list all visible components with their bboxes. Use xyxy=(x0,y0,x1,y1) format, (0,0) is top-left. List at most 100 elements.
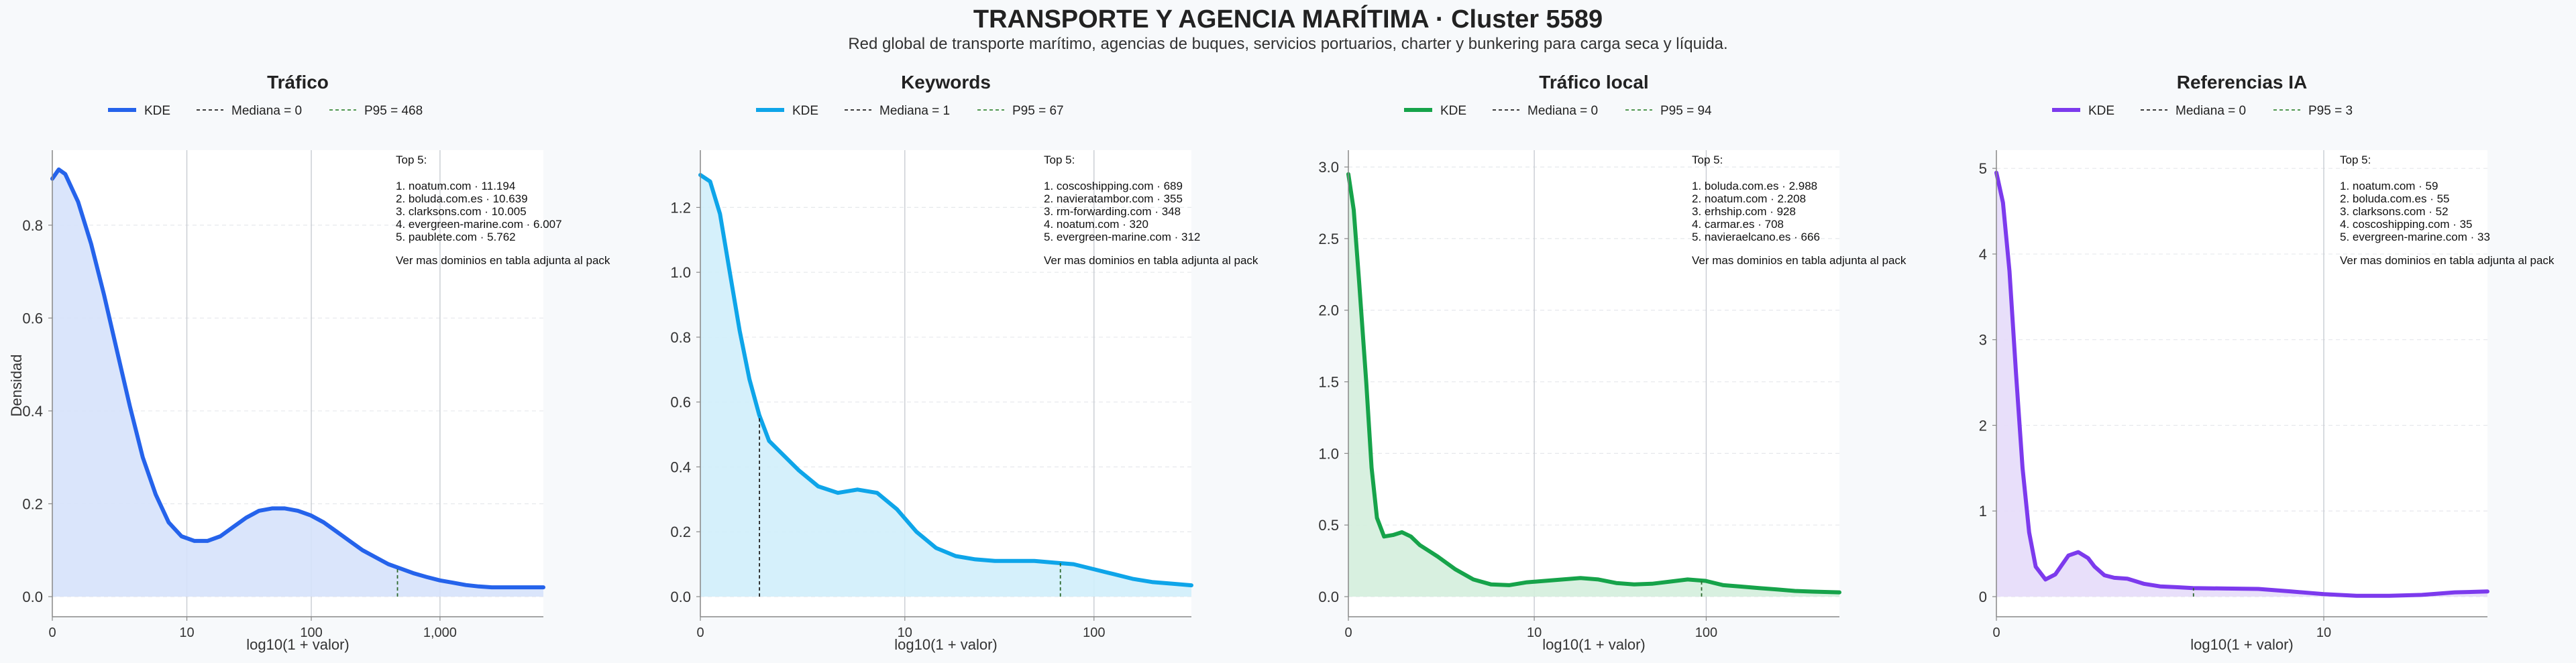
top5-footer: Ver mas dominios en tabla adjunta al pac… xyxy=(396,254,610,267)
top5-entry: 1. coscoshipping.com · 689 xyxy=(1044,180,1183,192)
y-tick-label: 1.0 xyxy=(1318,445,1339,462)
y-tick-label: 0.6 xyxy=(22,310,43,326)
x-axis-label: log10(1 + valor) xyxy=(246,636,349,653)
legend-median-label: Mediana = 0 xyxy=(1527,104,1598,118)
x-tick-label: 100 xyxy=(1083,625,1105,640)
legend-p95-label: P95 = 3 xyxy=(2308,104,2353,118)
y-tick-label: 0.6 xyxy=(670,394,691,411)
y-tick-label: 3 xyxy=(1979,332,1987,349)
x-tick-label: 100 xyxy=(300,625,322,640)
x-axis-label: log10(1 + valor) xyxy=(894,636,997,653)
x-tick-label: 1,000 xyxy=(423,625,457,640)
chart-title: Tráfico xyxy=(267,72,329,93)
top5-entry: 3. clarksons.com · 10.005 xyxy=(396,205,527,218)
top5-header: Top 5: xyxy=(2340,154,2371,166)
kde-line xyxy=(698,173,1193,588)
y-axis-label: Densidad xyxy=(8,355,25,417)
top5-entry: 2. noatum.com · 2.208 xyxy=(1692,192,1806,205)
x-tick-label: 0 xyxy=(696,625,704,640)
top5-entry: 5. evergreen-marine.com · 33 xyxy=(2340,231,2490,243)
x-tick-label: 0 xyxy=(1992,625,2000,640)
top5-entry: 2. boluda.com.es · 10.639 xyxy=(396,192,528,205)
y-tick-label: 1 xyxy=(1979,503,1987,520)
legend-p95-label: P95 = 94 xyxy=(1660,104,1712,118)
y-tick-label: 1.0 xyxy=(670,264,691,281)
legend-kde-label: KDE xyxy=(792,104,818,118)
top5-footer: Ver mas dominios en tabla adjunta al pac… xyxy=(1044,254,1258,267)
top5-entry: 3. erhship.com · 928 xyxy=(1692,205,1796,218)
y-tick-label: 2.5 xyxy=(1318,231,1339,247)
y-tick-label: 0.8 xyxy=(22,217,43,234)
kde-line xyxy=(50,167,545,590)
top5-footer: Ver mas dominios en tabla adjunta al pac… xyxy=(2340,254,2555,267)
legend-p95-label: P95 = 468 xyxy=(364,104,423,118)
x-tick-label: 0 xyxy=(1344,625,1352,640)
top5-entry: 2. navieratambor.com · 355 xyxy=(1044,192,1183,205)
plot-area xyxy=(1996,150,2487,617)
top5-entry: 4. noatum.com · 320 xyxy=(1044,218,1148,231)
chart-panel-2: 0.0 0.2 0.4 0.6 0.8 1.0 1.2 0 10 100 log10(1 + val… xyxy=(670,72,1258,653)
y-tick-label: 0.0 xyxy=(670,589,691,605)
legend-p95-label: P95 = 67 xyxy=(1012,104,1064,118)
x-tick-label: 10 xyxy=(2316,625,2331,640)
y-tick-label: 0.0 xyxy=(22,589,43,605)
top5-header: Top 5: xyxy=(1044,154,1075,166)
x-axis-label: log10(1 + valor) xyxy=(1542,636,1645,653)
chart-title: Referencias IA xyxy=(2177,72,2308,93)
chart-title: Tráfico local xyxy=(1539,72,1648,93)
top5-entry: 4. carmar.es · 708 xyxy=(1692,218,1784,231)
page-subtitle: Red global de transporte marítimo, agenc… xyxy=(848,35,1728,53)
legend-median-label: Mediana = 1 xyxy=(879,104,950,118)
top5-entry: 1. noatum.com · 59 xyxy=(2340,180,2438,192)
top5-entry: 5. evergreen-marine.com · 312 xyxy=(1044,231,1200,243)
chart-title: Keywords xyxy=(901,72,991,93)
kde-line xyxy=(1994,170,2489,598)
top5-header: Top 5: xyxy=(1692,154,1723,166)
y-tick-label: 0.0 xyxy=(1318,589,1339,605)
top5-entry: 1. boluda.com.es · 2.988 xyxy=(1692,180,1817,192)
y-tick-label: 0 xyxy=(1979,589,1987,605)
y-tick-label: 0.8 xyxy=(670,329,691,346)
y-tick-label: 0.2 xyxy=(22,495,43,512)
x-axis-label: log10(1 + valor) xyxy=(2190,636,2293,653)
y-tick-label: 3.0 xyxy=(1318,159,1339,176)
legend-median-label: Mediana = 0 xyxy=(2176,104,2246,118)
y-tick-label: 0.4 xyxy=(670,459,691,475)
kde-area xyxy=(700,175,1191,597)
legend-kde-label: KDE xyxy=(2088,104,2114,118)
y-tick-label: 0.5 xyxy=(1318,517,1339,534)
y-tick-label: 2 xyxy=(1979,417,1987,434)
x-tick-label: 10 xyxy=(898,625,912,640)
top5-entry: 1. noatum.com · 11.194 xyxy=(396,180,515,192)
kde-area xyxy=(1348,174,1839,597)
y-tick-label: 4 xyxy=(1979,246,1987,263)
legend-kde-label: KDE xyxy=(144,104,170,118)
plot-area xyxy=(1348,150,1839,617)
kde-line xyxy=(1346,172,1841,595)
top5-header: Top 5: xyxy=(396,154,427,166)
y-tick-label: 2.0 xyxy=(1318,302,1339,319)
top5-entry: 4. evergreen-marine.com · 6.007 xyxy=(396,218,562,231)
y-tick-label: 5 xyxy=(1979,160,1987,177)
x-tick-label: 10 xyxy=(179,625,194,640)
chart-panel-4: 0 1 2 3 4 5 0 10 log10(1 + valor) Referencias IA K… xyxy=(1979,72,2555,653)
y-tick-label: 0.2 xyxy=(670,524,691,540)
chart-panel-1: 0.0 0.2 0.4 0.6 0.8 0 10 100 1,000 log10(1 + valo… xyxy=(8,72,610,653)
top5-entry: 5. navieraelcano.es · 666 xyxy=(1692,231,1820,243)
top5-entry: 2. boluda.com.es · 55 xyxy=(2340,192,2449,205)
top5-entry: 3. clarksons.com · 52 xyxy=(2340,205,2449,218)
top5-entry: 3. rm-forwarding.com · 348 xyxy=(1044,205,1181,218)
page-title: TRANSPORTE Y AGENCIA MARÍTIMA · Cluster … xyxy=(973,5,1603,34)
x-tick-label: 0 xyxy=(48,625,56,640)
top5-entry: 4. coscoshipping.com · 35 xyxy=(2340,218,2473,231)
y-tick-label: 0.4 xyxy=(22,403,43,420)
y-tick-label: 1.2 xyxy=(670,199,691,216)
legend-kde-label: KDE xyxy=(1440,104,1466,118)
top5-entry: 5. paublete.com · 5.762 xyxy=(396,231,516,243)
legend-median-label: Mediana = 0 xyxy=(231,104,302,118)
chart-panel-3: 0.0 0.5 1.0 1.5 2.0 2.5 3.0 0 10 100 log10(1 + val… xyxy=(1318,72,1907,653)
top5-footer: Ver mas dominios en tabla adjunta al pac… xyxy=(1692,254,1907,267)
x-tick-label: 100 xyxy=(1695,625,1717,640)
x-tick-label: 10 xyxy=(1527,625,1542,640)
